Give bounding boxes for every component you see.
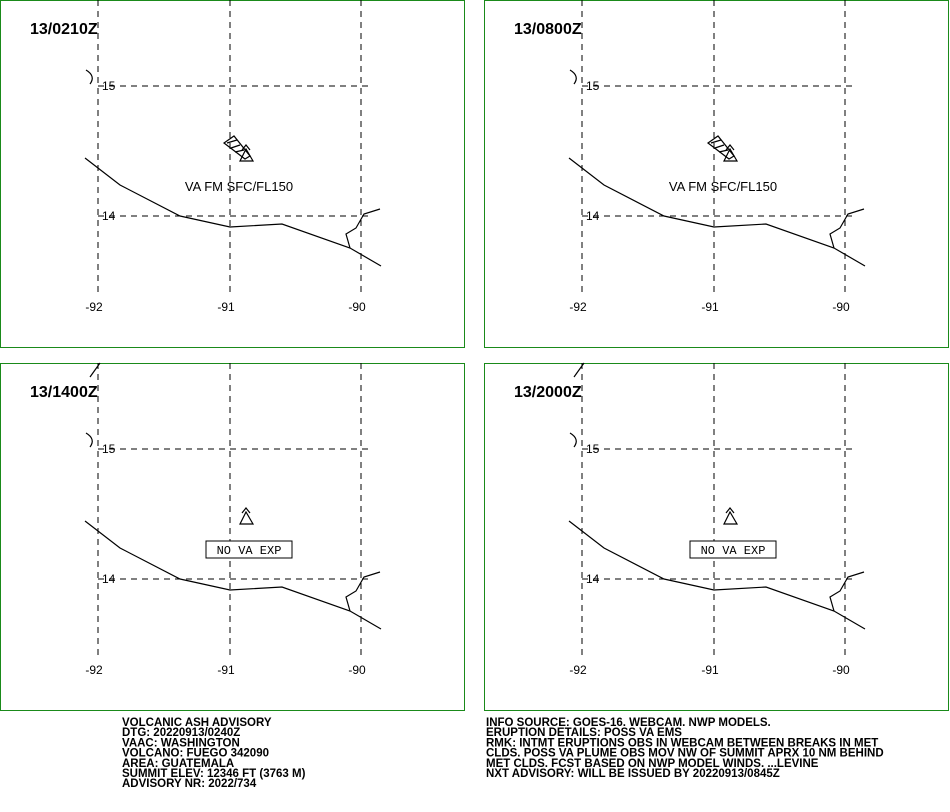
- ash-label: NO VA EXP: [701, 544, 766, 558]
- lon-label: -91: [701, 300, 719, 314]
- ash-label: VA FM SFC/FL150: [185, 179, 293, 194]
- panel-border: [484, 363, 949, 711]
- map-panel: -92 -91 -90 15 14 13/0210Z VA FM SFC/FL150: [0, 0, 465, 348]
- lon-label: -91: [701, 663, 719, 677]
- lon-label: -90: [348, 663, 366, 677]
- volcano-symbol: [239, 507, 255, 525]
- panel-border: [484, 0, 949, 348]
- lat-label: 14: [102, 209, 116, 223]
- border-line: [829, 208, 865, 249]
- lon-label: -92: [85, 663, 103, 677]
- lon-label: -92: [569, 300, 587, 314]
- coast-fragment: [85, 432, 93, 448]
- lat-label: 15: [586, 442, 600, 456]
- lon-label: -91: [217, 663, 235, 677]
- lat-label: 14: [586, 572, 600, 586]
- border-line: [345, 208, 381, 249]
- coastline: [84, 520, 382, 630]
- lon-label: -90: [832, 663, 850, 677]
- info-line: ERUPTION DETAILS: POSS VA EMS: [486, 727, 682, 739]
- lat-label: 15: [102, 442, 116, 456]
- ash-label: VA FM SFC/FL150: [669, 179, 777, 194]
- lat-label: 14: [586, 209, 600, 223]
- time-label: 13/1400Z: [30, 384, 98, 401]
- ash-hatch: [714, 144, 725, 149]
- info-line: ADVISORY NR: 2022/734: [122, 778, 257, 790]
- ash-hatch: [230, 144, 241, 149]
- info-line: INFO SOURCE: GOES-16. WEBCAM. NWP MODELS…: [486, 717, 771, 729]
- map-panel: -92 -91 -90 15 14 13/1400Z NO VA EXP: [0, 362, 465, 711]
- map-panel: -92 -91 -90 15 14 13/2000Z NO VA EXP: [484, 362, 949, 711]
- info-line: VAAC: WASHINGTON: [122, 737, 240, 749]
- ash-label: NO VA EXP: [217, 544, 282, 558]
- coast-fragment: [89, 362, 101, 378]
- ash-area: [222, 135, 251, 160]
- time-label: 13/0210Z: [30, 21, 98, 38]
- panel-border: [0, 363, 465, 711]
- lon-label: -90: [348, 300, 366, 314]
- label-box: [689, 540, 777, 559]
- lon-label: -92: [569, 663, 587, 677]
- panel-border: [0, 0, 465, 348]
- lon-label: -91: [217, 300, 235, 314]
- info-line: VOLCANIC ASH ADVISORY: [122, 717, 272, 729]
- coast-fragment: [85, 69, 93, 85]
- lon-label: -90: [832, 300, 850, 314]
- border-line: [829, 571, 865, 612]
- coastline: [84, 157, 382, 267]
- lat-label: 15: [102, 79, 116, 93]
- volcano-symbol: [723, 507, 739, 525]
- info-line: SUMMIT ELEV: 12346 FT (3763 M): [122, 768, 306, 780]
- coastline: [568, 157, 866, 267]
- time-label: 13/2000Z: [514, 384, 582, 401]
- lat-label: 14: [102, 572, 116, 586]
- info-line: CLDS. POSS VA PLUME OBS MOV NW OF SUMMIT…: [486, 748, 884, 760]
- coast-fragment: [573, 362, 585, 378]
- ash-area: [706, 135, 735, 160]
- label-box: [205, 540, 293, 559]
- info-line: MET CLDS. FCST BASED ON NWP MODEL WINDS.…: [486, 758, 819, 770]
- info-line: VOLCANO: FUEGO 342090: [122, 748, 269, 760]
- ash-hatch: [718, 149, 729, 153]
- ash-hatch: [234, 149, 245, 153]
- coast-fragment: [569, 432, 577, 448]
- map-panel: -92 -91 -90 15 14 13/0800Z VA FM SFC/FL150: [484, 0, 949, 348]
- coast-fragment: [569, 69, 577, 85]
- info-line: DTG: 20220913/0240Z: [122, 727, 240, 739]
- time-label: 13/0800Z: [514, 21, 582, 38]
- info-line: NXT ADVISORY: WILL BE ISSUED BY 20220913…: [486, 768, 780, 780]
- ash-hatch: [710, 139, 722, 144]
- ash-hatch: [226, 139, 238, 144]
- coastline: [568, 520, 866, 630]
- lat-label: 15: [586, 79, 600, 93]
- border-line: [345, 571, 381, 612]
- lon-label: -92: [85, 300, 103, 314]
- info-line: AREA: GUATEMALA: [122, 758, 234, 770]
- info-line: RMK: INTMT ERUPTIONS OBS IN WEBCAM BETWE…: [486, 737, 878, 749]
